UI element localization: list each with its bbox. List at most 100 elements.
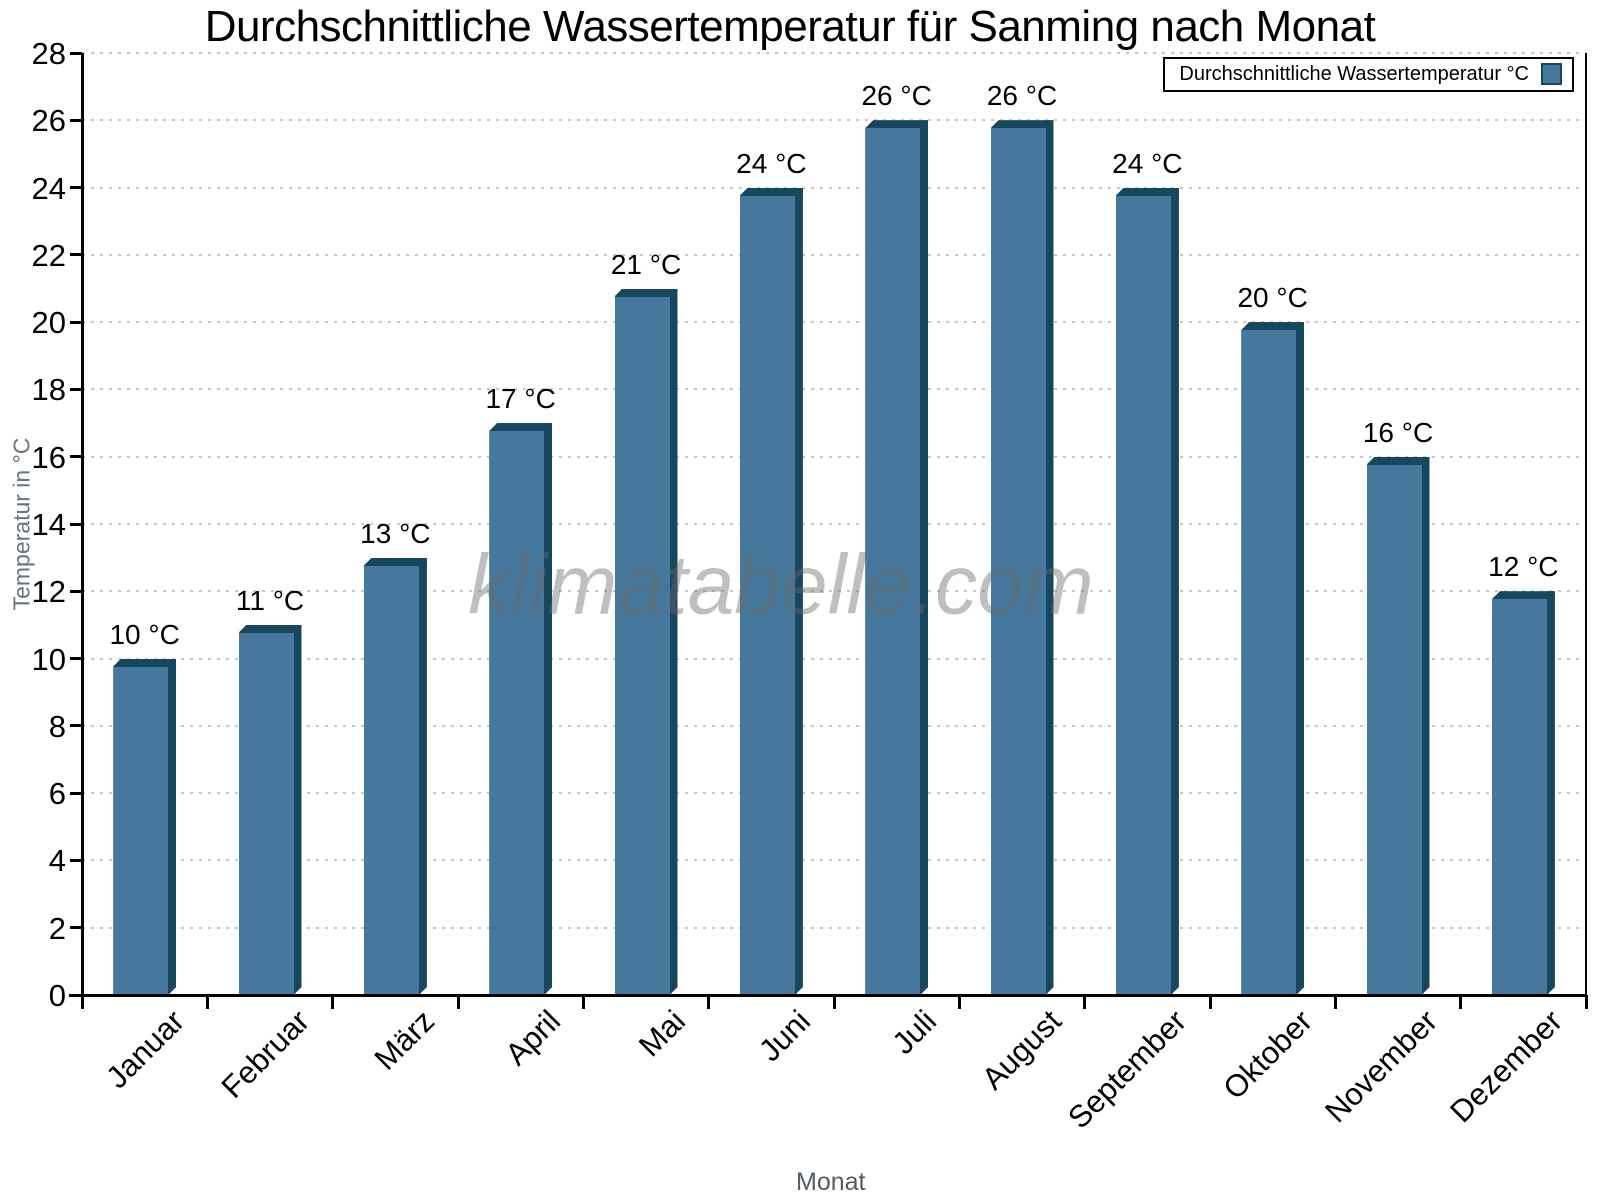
y-tick-label: 8 xyxy=(48,708,66,744)
bar-value-label: 12 °C xyxy=(1488,551,1559,583)
bar-value-label: 24 °C xyxy=(1112,147,1183,179)
x-tick-label-mai: Mai xyxy=(631,1003,693,1064)
x-tick-label-oktober: Oktober xyxy=(1215,1003,1319,1107)
x-tick-label-september: September xyxy=(1061,1003,1194,1136)
bar-februar xyxy=(239,625,302,995)
gridline xyxy=(82,792,1586,795)
x-tick-mark xyxy=(707,995,711,1009)
y-tick-label: 26 xyxy=(31,103,66,139)
y-tick-label: 24 xyxy=(31,170,66,206)
x-tick-mark xyxy=(1083,995,1087,1009)
y-tick-mark xyxy=(70,926,82,930)
y-tick-label: 10 xyxy=(31,641,66,677)
y-tick-mark xyxy=(70,186,82,190)
x-tick-label-juni: Juni xyxy=(752,1003,818,1069)
gridline xyxy=(82,253,1586,256)
x-tick-mark xyxy=(832,995,836,1009)
gridline xyxy=(82,859,1586,862)
bar-value-label: 26 °C xyxy=(986,80,1058,112)
y-tick-label: 14 xyxy=(31,507,66,542)
gridline xyxy=(82,321,1586,324)
y-tick-mark xyxy=(70,387,82,391)
y-tick-mark xyxy=(70,791,82,795)
y-tick-label: 22 xyxy=(31,237,66,273)
bar-november xyxy=(1367,457,1430,995)
bar-value-label: 11 °C xyxy=(235,584,305,616)
gridline xyxy=(82,119,1586,122)
bar-mai xyxy=(615,289,678,996)
x-tick-label-dezember: Dezember xyxy=(1443,1003,1570,1130)
gridline xyxy=(82,657,1586,660)
bar-september xyxy=(1116,188,1179,995)
bar-juli xyxy=(865,120,928,995)
chart-title: Durchschnittliche Wassertemperatur für S… xyxy=(204,2,1376,51)
y-axis-line xyxy=(81,53,84,1009)
gridline xyxy=(82,186,1586,189)
y-tick-label: 2 xyxy=(48,910,66,946)
y-tick-label: 16 xyxy=(31,439,66,475)
x-tick-mark xyxy=(456,995,460,1009)
plot-right-border xyxy=(1585,53,1587,1009)
legend-color-swatch-icon xyxy=(1541,63,1562,85)
bar-januar xyxy=(113,659,176,995)
legend: Durchschnittliche Wassertemperatur °C xyxy=(1163,57,1574,92)
bar-value-label: 21 °C xyxy=(610,248,682,280)
x-tick-mark xyxy=(1333,995,1337,1009)
x-tick-mark xyxy=(205,995,209,1009)
y-tick-label: 12 xyxy=(31,574,66,610)
y-tick-mark xyxy=(70,657,82,661)
gridline xyxy=(82,590,1586,593)
y-tick-label: 20 xyxy=(31,305,66,341)
x-tick-label-februar: Februar xyxy=(214,1003,317,1105)
legend-label: Durchschnittliche Wassertemperatur °C xyxy=(1179,62,1529,85)
x-tick-mark xyxy=(331,995,335,1009)
x-tick-label-november: November xyxy=(1318,1003,1445,1130)
gridline xyxy=(82,926,1586,929)
y-tick-mark xyxy=(70,724,82,728)
y-tick-label: 6 xyxy=(48,776,66,812)
bar-value-label: 17 °C xyxy=(485,383,556,415)
y-tick-mark xyxy=(70,455,82,459)
bar-value-label: 20 °C xyxy=(1237,282,1308,314)
y-tick-label: 28 xyxy=(31,36,66,71)
y-tick-label: 0 xyxy=(48,978,66,1013)
bar-dezember xyxy=(1492,591,1555,995)
y-tick-label: 18 xyxy=(31,372,66,408)
y-tick-mark xyxy=(70,589,82,593)
y-tick-mark xyxy=(70,522,82,526)
x-tick-label-april: April xyxy=(498,1003,567,1072)
y-axis-title: Temperatur in °C xyxy=(8,437,35,611)
x-axis-line xyxy=(69,994,1586,997)
x-tick-label-juli: Juli xyxy=(885,1003,943,1061)
bar-oktober xyxy=(1241,322,1304,995)
y-tick-mark xyxy=(70,858,82,862)
x-tick-label-märz: März xyxy=(367,1003,442,1077)
y-tick-mark xyxy=(70,253,82,257)
bar-value-label: 10 °C xyxy=(109,618,180,650)
bar-value-label: 13 °C xyxy=(360,517,431,549)
x-tick-mark xyxy=(1208,995,1212,1009)
x-tick-mark xyxy=(581,995,585,1009)
bar-value-label: 16 °C xyxy=(1362,416,1434,448)
gridline xyxy=(82,388,1586,391)
bar-april xyxy=(489,423,552,995)
x-tick-mark xyxy=(1459,995,1463,1009)
x-tick-label-januar: Januar xyxy=(98,1003,191,1096)
bar-value-label: 26 °C xyxy=(861,80,932,112)
y-tick-label: 4 xyxy=(48,843,66,879)
bar-märz xyxy=(364,558,427,995)
gridline xyxy=(82,455,1586,458)
y-tick-mark xyxy=(70,51,82,55)
x-tick-mark xyxy=(957,995,961,1009)
gridline xyxy=(82,724,1586,727)
x-axis-title: Monat xyxy=(796,1168,866,1196)
y-tick-mark xyxy=(70,320,82,324)
bar-value-label: 24 °C xyxy=(736,147,807,179)
x-tick-label-august: August xyxy=(975,1003,1069,1097)
bar-juni xyxy=(740,188,803,995)
gridline xyxy=(82,52,1586,54)
bar-august xyxy=(991,120,1054,995)
gridline xyxy=(82,523,1586,525)
